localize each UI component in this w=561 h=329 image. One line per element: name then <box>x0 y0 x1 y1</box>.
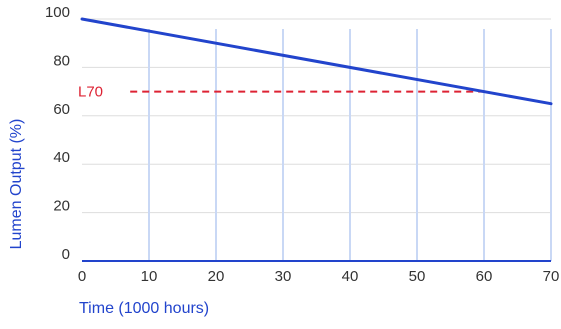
series-layer <box>80 17 553 106</box>
x-axis-title: Time (1000 hours) <box>79 300 209 317</box>
reference-label-l70: L70 <box>78 84 103 101</box>
x-tick-label-6: 60 <box>476 268 493 285</box>
reference-layer: L70 <box>78 84 484 101</box>
x-tick-label-5: 50 <box>409 268 426 285</box>
y-tick-label-1: 20 <box>53 198 70 215</box>
y-tick-label-3: 60 <box>53 101 70 118</box>
y-tick-label-5: 100 <box>45 4 70 21</box>
y-tick-label-2: 40 <box>53 149 70 166</box>
x-tick-label-1: 10 <box>141 268 158 285</box>
grid-layer <box>82 18 552 261</box>
x-tick-label-2: 20 <box>208 268 225 285</box>
x-tick-label-0: 0 <box>78 268 86 285</box>
x-tick-label-7: 70 <box>543 268 560 285</box>
y-tick-label-4: 80 <box>53 52 70 69</box>
x-tick-label-3: 30 <box>275 268 292 285</box>
y-axis-title: Lumen Output (%) <box>8 119 25 250</box>
x-tick-label-4: 40 <box>342 268 359 285</box>
y-tick-label-0: 0 <box>62 246 70 263</box>
series-line-0 <box>80 17 553 106</box>
tick-label-layer: 0 20 40 60 80 100 0 10 20 30 40 50 60 70 <box>45 4 559 285</box>
